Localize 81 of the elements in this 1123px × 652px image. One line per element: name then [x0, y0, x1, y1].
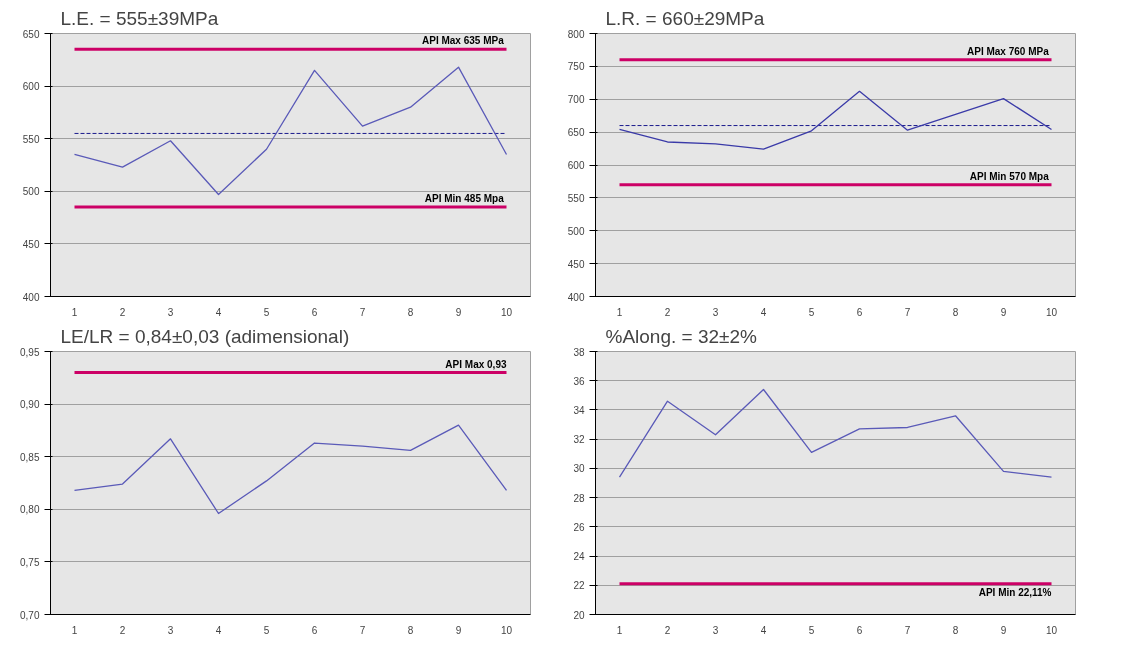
x-tick-label: 4 [215, 624, 222, 636]
y-tick-label: 0,95 [20, 346, 40, 358]
x-tick-label: 3 [712, 306, 719, 318]
x-tick-label: 1 [616, 306, 623, 318]
x-tick-label: 4 [760, 624, 767, 636]
x-tick-label: 6 [856, 624, 863, 636]
y-tick-label: 30 [573, 463, 585, 475]
y-tick-label: 0,90 [20, 399, 40, 411]
x-tick-label: 2 [119, 306, 126, 318]
x-tick-label: 8 [407, 306, 414, 318]
y-tick-label: 20 [573, 609, 585, 621]
y-tick-label: 450 [567, 258, 585, 270]
y-tick-label: 26 [573, 521, 585, 533]
y-tick-label: 0,75 [20, 556, 40, 568]
x-tick-label: 3 [167, 624, 174, 636]
y-tick-label: 0,70 [20, 609, 40, 621]
ref-line-label: API Max 0,93 [445, 358, 507, 370]
y-tick-label: 400 [22, 291, 40, 303]
x-tick-label: 10 [500, 306, 513, 318]
y-tick-label: 550 [567, 192, 585, 204]
x-tick-label: 9 [1000, 624, 1007, 636]
ref-line-label: API Max 760 MPa [967, 45, 1050, 57]
x-tick-label: 2 [119, 624, 126, 636]
x-tick-label: 6 [311, 624, 318, 636]
x-tick-label: 5 [263, 306, 270, 318]
y-tick-label: 500 [567, 225, 585, 237]
x-tick-label: 7 [904, 306, 911, 318]
y-tick-label: 34 [573, 404, 585, 416]
y-tick-label: 550 [22, 133, 40, 145]
x-tick-label: 2 [664, 306, 671, 318]
y-tick-label: 38 [573, 346, 585, 358]
y-tick-label: 36 [573, 375, 585, 387]
x-tick-label: 4 [215, 306, 222, 318]
x-tick-label: 7 [904, 624, 911, 636]
chart-title: %Along. = 32±2% [605, 325, 758, 347]
y-tick-label: 32 [573, 434, 585, 446]
y-tick-label: 650 [22, 28, 40, 40]
y-tick-label: 700 [567, 94, 585, 106]
x-tick-label: 5 [808, 306, 815, 318]
y-tick-label: 0,85 [20, 451, 40, 463]
y-tick-label: 750 [567, 61, 585, 73]
y-tick-label: 400 [567, 291, 585, 303]
x-tick-label: 2 [664, 624, 671, 636]
x-tick-label: 4 [760, 306, 767, 318]
x-tick-label: 8 [952, 624, 959, 636]
ref-line-label: API Min 22,11% [978, 586, 1052, 598]
chart-title: LE/LR = 0,84±0,03 (adimensional) [60, 325, 350, 347]
x-tick-label: 7 [359, 306, 366, 318]
x-tick-label: 9 [455, 624, 462, 636]
ref-line-label: API Min 485 Mpa [424, 193, 505, 205]
ref-line-label: API Min 570 Mpa [969, 170, 1050, 182]
y-tick-label: 600 [567, 160, 585, 171]
x-tick-label: 1 [71, 306, 78, 318]
y-tick-label: 600 [22, 81, 40, 93]
x-tick-label: 5 [263, 624, 270, 636]
x-tick-label: 5 [808, 624, 815, 636]
x-tick-label: 8 [952, 306, 959, 318]
x-tick-label: 10 [1045, 624, 1058, 636]
x-tick-label: 10 [500, 624, 513, 636]
x-tick-label: 1 [71, 624, 78, 636]
x-tick-label: 3 [712, 624, 719, 636]
y-tick-label: 650 [567, 127, 585, 139]
x-tick-label: 3 [167, 306, 174, 318]
y-tick-label: 24 [573, 551, 585, 563]
chart-title: L.E. = 555±39MPa [60, 7, 219, 29]
x-tick-label: 6 [311, 306, 318, 318]
x-tick-label: 10 [1045, 306, 1058, 318]
x-tick-label: 7 [359, 624, 366, 636]
chart-title: L.R. = 660±29MPa [605, 7, 765, 29]
y-tick-label: 800 [567, 28, 585, 40]
y-tick-label: 500 [22, 186, 40, 198]
y-tick-label: 22 [573, 580, 585, 592]
ref-line-label: API Max 635 MPa [422, 35, 505, 47]
y-tick-label: 450 [22, 238, 40, 250]
x-tick-label: 8 [407, 624, 414, 636]
x-tick-label: 6 [856, 306, 863, 318]
x-tick-label: 9 [1000, 306, 1007, 318]
x-tick-label: 1 [616, 624, 623, 636]
y-tick-label: 28 [573, 492, 585, 504]
y-tick-label: 0,80 [20, 504, 40, 516]
x-tick-label: 9 [455, 306, 462, 318]
